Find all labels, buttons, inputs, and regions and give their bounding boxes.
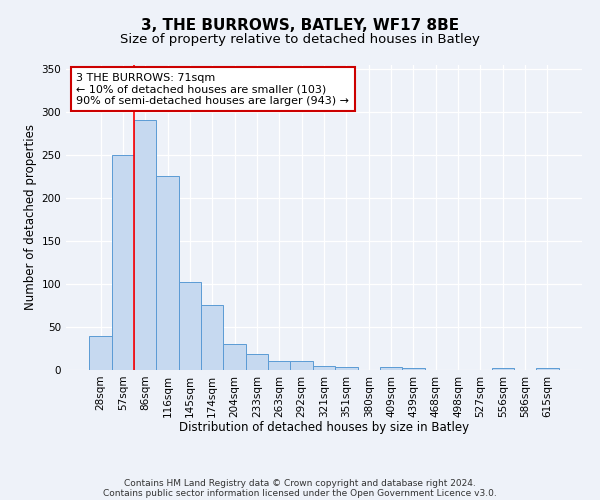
Bar	[313, 366, 335, 370]
Bar	[246, 354, 268, 370]
Bar	[223, 344, 246, 370]
Text: Size of property relative to detached houses in Batley: Size of property relative to detached ho…	[120, 32, 480, 46]
Bar	[134, 120, 157, 370]
Text: Contains public sector information licensed under the Open Government Licence v3: Contains public sector information licen…	[103, 488, 497, 498]
X-axis label: Distribution of detached houses by size in Batley: Distribution of detached houses by size …	[179, 421, 469, 434]
Text: 3 THE BURROWS: 71sqm
← 10% of detached houses are smaller (103)
90% of semi-deta: 3 THE BURROWS: 71sqm ← 10% of detached h…	[76, 72, 349, 106]
Text: Contains HM Land Registry data © Crown copyright and database right 2024.: Contains HM Land Registry data © Crown c…	[124, 478, 476, 488]
Bar	[268, 360, 290, 370]
Bar	[536, 368, 559, 370]
Bar	[157, 176, 179, 370]
Bar	[402, 368, 425, 370]
Bar	[179, 282, 201, 370]
Bar	[112, 155, 134, 370]
Bar	[89, 336, 112, 370]
Bar	[491, 368, 514, 370]
Bar	[201, 304, 223, 370]
Text: 3, THE BURROWS, BATLEY, WF17 8BE: 3, THE BURROWS, BATLEY, WF17 8BE	[141, 18, 459, 32]
Bar	[335, 366, 358, 370]
Bar	[380, 368, 402, 370]
Y-axis label: Number of detached properties: Number of detached properties	[24, 124, 37, 310]
Bar	[290, 362, 313, 370]
